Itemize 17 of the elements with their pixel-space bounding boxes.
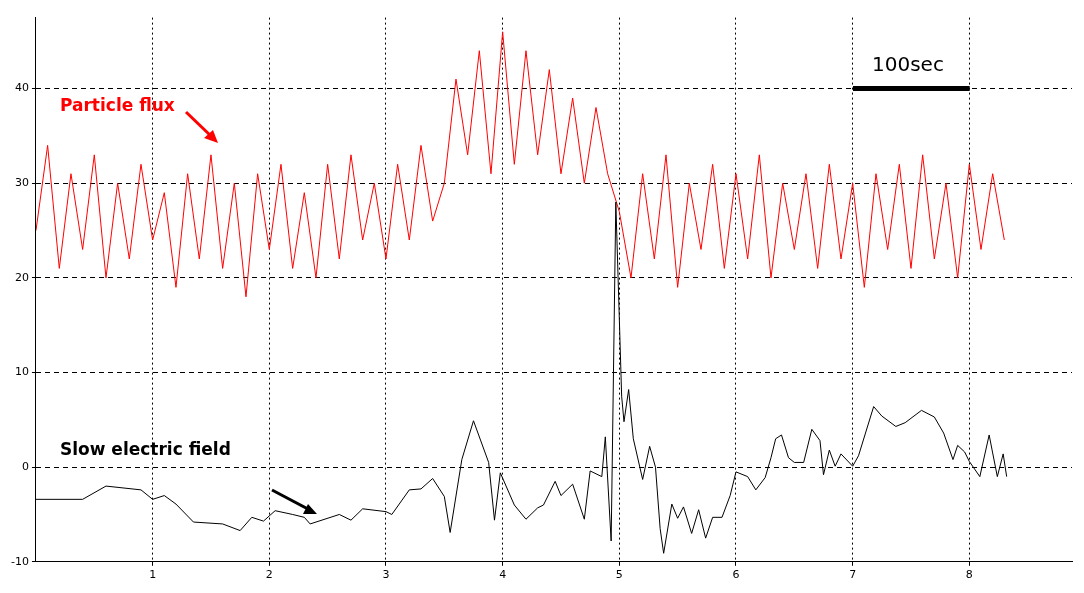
y-tick-label: 20	[14, 270, 29, 284]
x-tick-label: 7	[849, 568, 857, 582]
x-tick-label: 5	[615, 568, 623, 582]
text: Slow electric field	[60, 439, 231, 460]
y-tick-label: 0	[21, 460, 29, 474]
x-tick-label: 2	[265, 568, 273, 582]
x-tick-label: 1	[149, 568, 157, 582]
y-tick-label: 40	[14, 81, 29, 95]
x-tick-label: 4	[499, 568, 507, 582]
y-tick-label: -10	[11, 554, 29, 568]
annotation: 100sec	[872, 52, 944, 77]
x-tick-label: 8	[965, 568, 973, 582]
y-tick-label: 30	[14, 176, 29, 190]
series-label: Particle flux	[60, 95, 175, 116]
x-tick-label: 6	[732, 568, 740, 582]
y-tick-label: 10	[14, 365, 29, 379]
x-tick-label: 3	[382, 568, 390, 582]
